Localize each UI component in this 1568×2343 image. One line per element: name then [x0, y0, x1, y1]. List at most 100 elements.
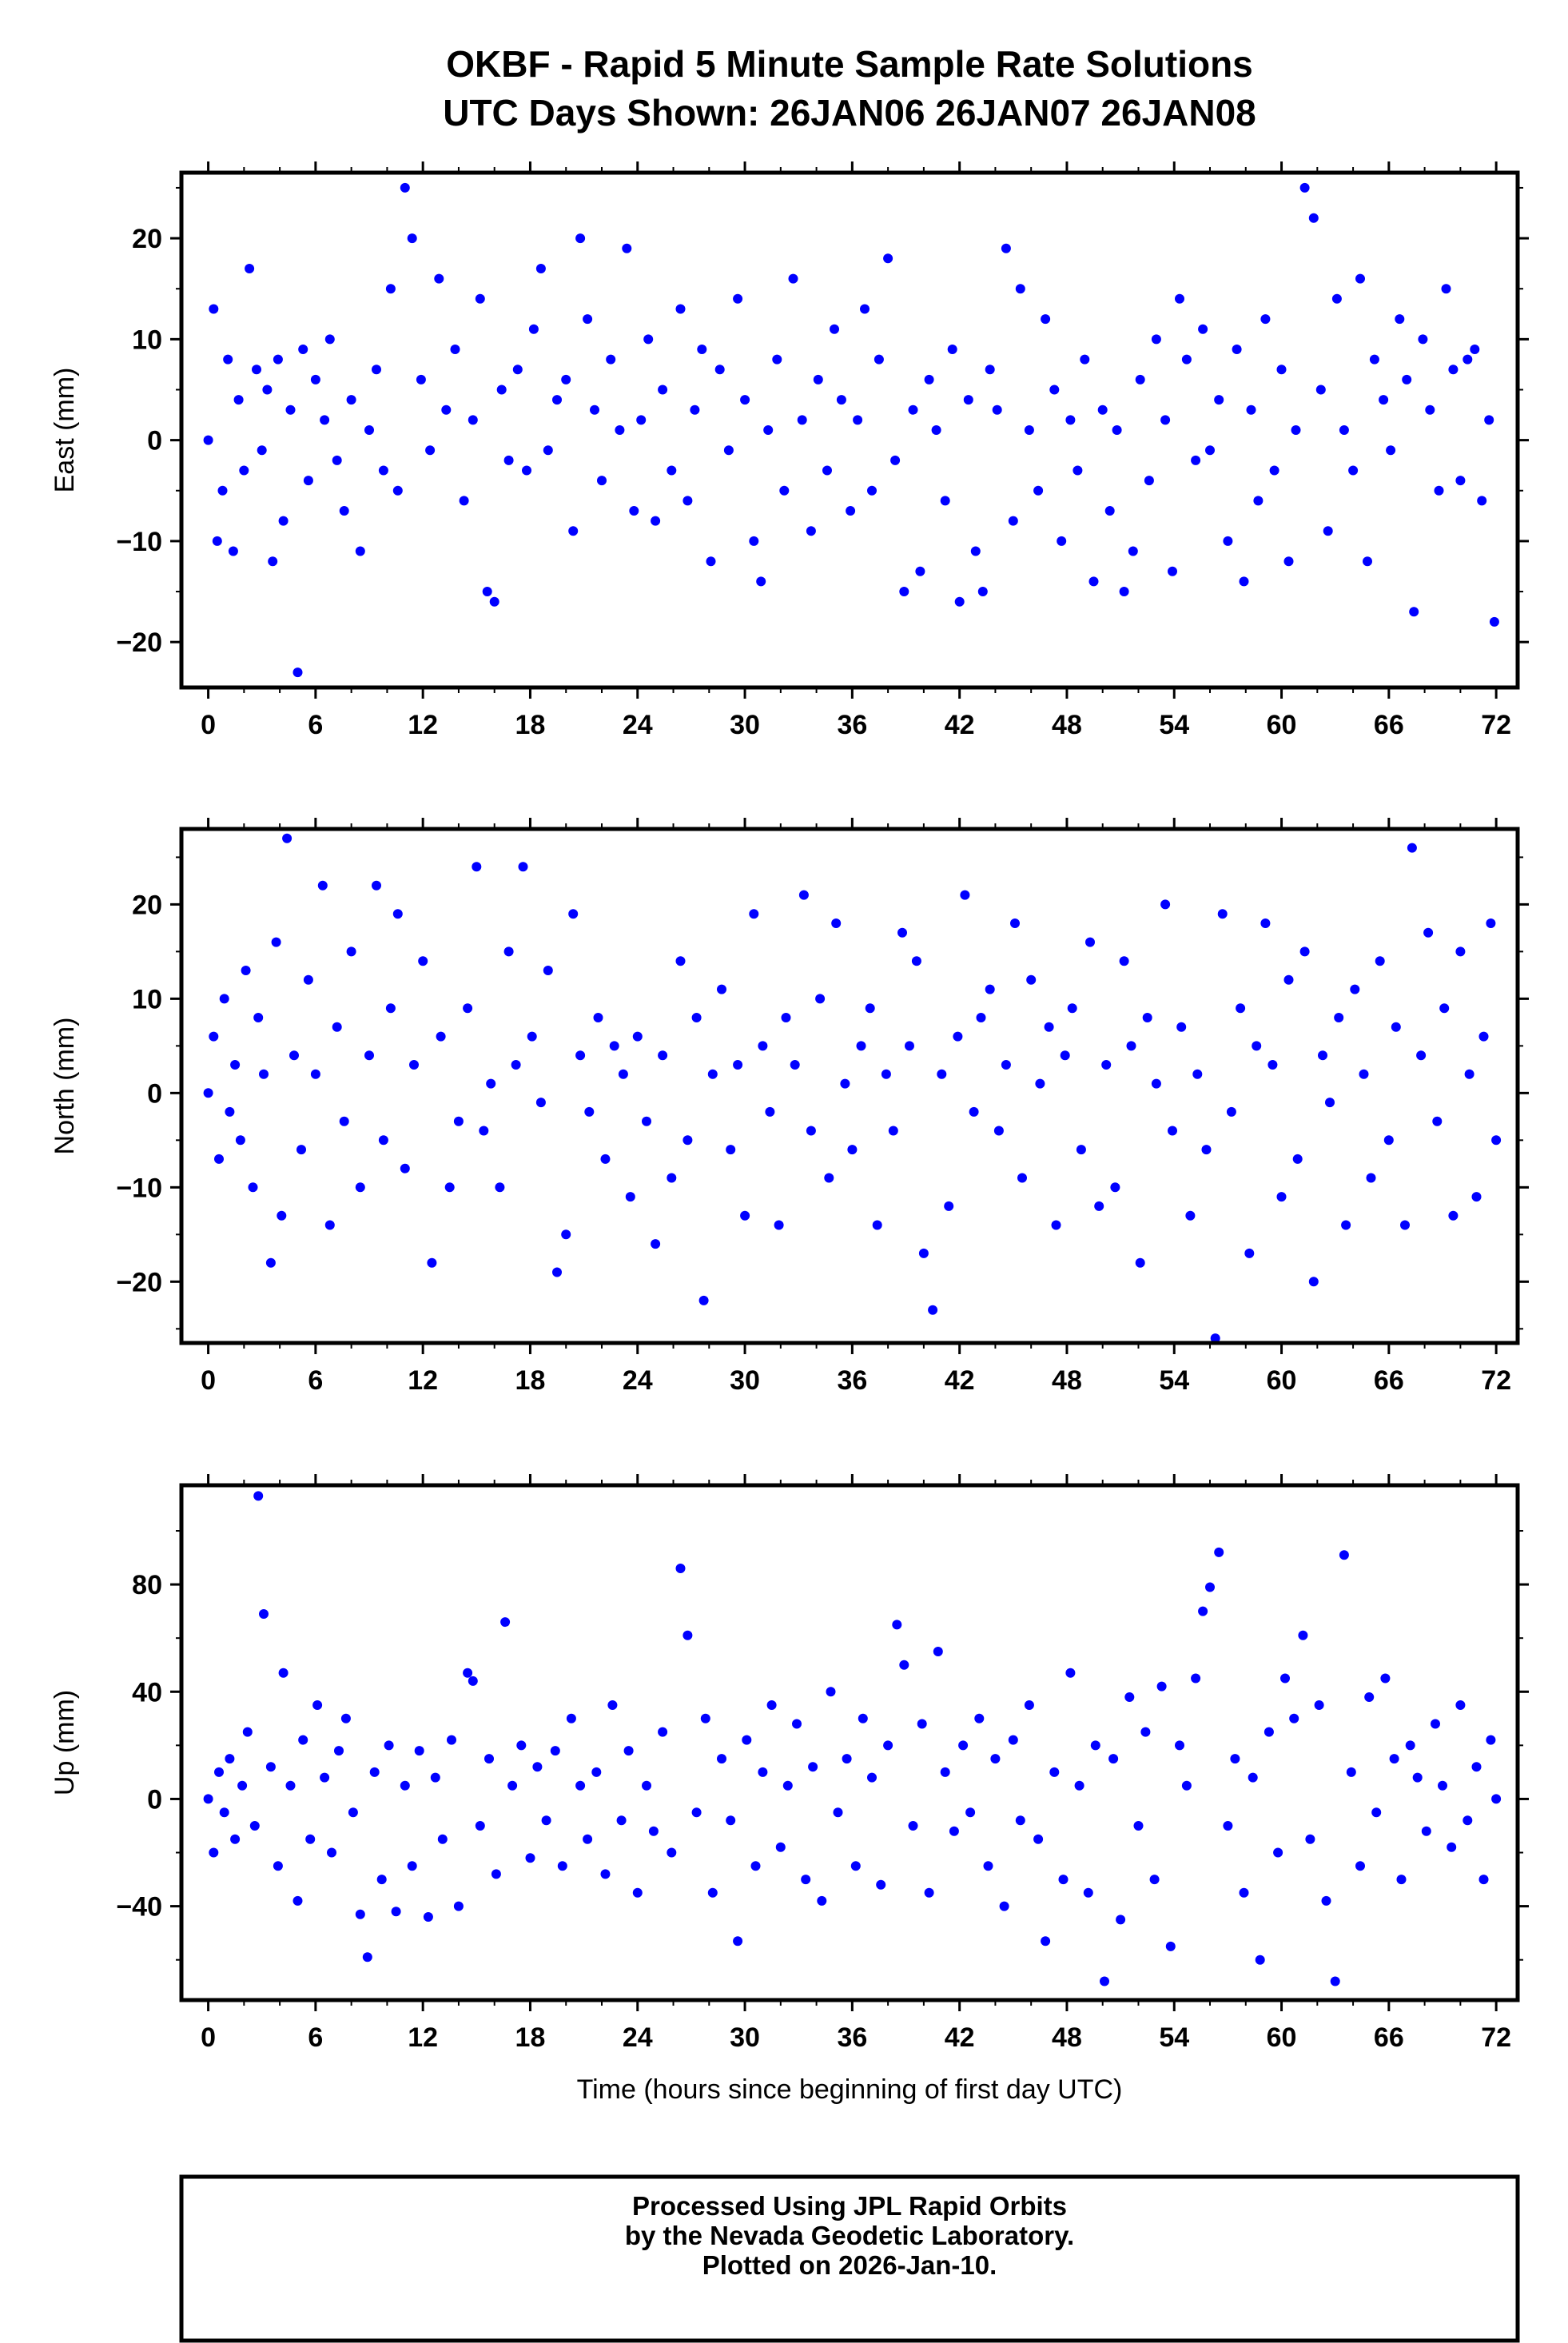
up-point	[1065, 1668, 1076, 1678]
up-point	[726, 1815, 736, 1826]
north-point	[1276, 1192, 1287, 1202]
up-point	[1205, 1582, 1215, 1592]
east-point	[257, 445, 267, 456]
east-point	[860, 304, 870, 314]
north-point	[241, 966, 251, 975]
up-x-tick-label: 0	[201, 2022, 216, 2053]
north-point	[1244, 1248, 1255, 1258]
up-point	[293, 1895, 303, 1906]
up-point	[1008, 1735, 1018, 1745]
up-point	[667, 1847, 677, 1858]
up-point	[430, 1772, 440, 1783]
up-point	[475, 1821, 485, 1831]
east-point	[1015, 284, 1025, 294]
up-x-tick-label: 36	[837, 2022, 867, 2053]
east-point	[1073, 465, 1083, 476]
north-point	[683, 1135, 693, 1146]
north-point	[1471, 1192, 1482, 1202]
east-point	[940, 496, 950, 506]
up-point	[437, 1834, 448, 1844]
east-point	[924, 374, 934, 385]
east-point	[1448, 365, 1459, 375]
east-point	[1104, 506, 1115, 516]
east-point	[293, 667, 303, 678]
north-point	[944, 1201, 954, 1211]
up-point	[1074, 1780, 1084, 1791]
east-point	[1198, 324, 1208, 334]
north-point	[1001, 1060, 1011, 1070]
north-point	[1201, 1145, 1212, 1155]
east-x-tick-label: 12	[408, 710, 438, 740]
up-point	[1255, 1954, 1265, 1965]
east-point	[908, 404, 918, 415]
east-point	[1348, 465, 1359, 476]
north-point	[1010, 918, 1020, 928]
east-point	[1049, 385, 1060, 395]
north-point	[1168, 1126, 1177, 1136]
north-point	[1085, 937, 1095, 947]
east-point	[1205, 445, 1215, 456]
north-point	[1268, 1060, 1278, 1070]
north-point	[717, 984, 726, 994]
north-x-tick-label: 36	[837, 1365, 867, 1396]
up-point	[253, 1491, 264, 1501]
east-point	[459, 496, 469, 506]
up-point	[1405, 1740, 1415, 1751]
up-point	[484, 1754, 494, 1764]
north-point	[1044, 1022, 1054, 1032]
up-point	[642, 1780, 651, 1791]
north-point	[372, 880, 381, 891]
north-point	[289, 1050, 299, 1061]
east-point	[1088, 576, 1099, 587]
east-point	[1168, 566, 1177, 576]
east-point	[1181, 354, 1192, 365]
east-point	[1223, 536, 1233, 546]
up-point	[407, 1861, 417, 1871]
up-y-tick-label: 0	[147, 1784, 162, 1815]
up-point	[858, 1713, 868, 1723]
up-point	[683, 1630, 693, 1640]
east-point	[378, 465, 388, 476]
footer-line-3: Plotted on 2026-Jan-10.	[702, 2250, 997, 2280]
north-point	[1142, 1013, 1152, 1022]
east-point	[561, 374, 571, 385]
up-point	[1486, 1735, 1496, 1745]
north-point	[1051, 1220, 1061, 1230]
up-point	[463, 1668, 473, 1678]
up-point	[1058, 1875, 1069, 1885]
east-point	[1276, 365, 1287, 375]
up-x-tick-label: 30	[730, 2022, 760, 2053]
north-point	[593, 1013, 603, 1022]
north-x-tick-label: 18	[515, 1365, 546, 1396]
up-point	[1264, 1727, 1274, 1737]
east-point	[723, 445, 734, 456]
up-plot-frame	[179, 1483, 1520, 2002]
east-point	[583, 314, 593, 325]
east-point	[332, 455, 342, 465]
east-point	[1363, 556, 1372, 567]
east-point	[890, 455, 901, 465]
up-point	[775, 1842, 786, 1852]
up-point	[532, 1762, 543, 1772]
north-point	[1260, 918, 1271, 928]
north-point	[418, 956, 428, 966]
east-point	[883, 253, 893, 264]
up-panel: 0 6 12 18 24 30 36 42 48 54 60 66 72 −40 0 40 80 Up (mm)	[50, 1474, 1529, 2053]
east-point	[697, 345, 707, 354]
north-point	[303, 974, 313, 985]
north-point	[667, 1173, 677, 1183]
up-point	[1380, 1673, 1391, 1684]
north-point	[1185, 1210, 1196, 1221]
north-point	[378, 1135, 388, 1146]
north-point	[1017, 1173, 1027, 1183]
east-point	[867, 485, 877, 496]
east-point	[228, 546, 238, 556]
north-point	[1192, 1069, 1203, 1079]
east-point	[1434, 485, 1444, 496]
east-point	[425, 445, 436, 456]
north-point	[1391, 1022, 1401, 1032]
up-x-tick-label: 66	[1374, 2022, 1404, 2053]
up-point	[1289, 1713, 1299, 1723]
up-point	[1116, 1915, 1126, 1925]
